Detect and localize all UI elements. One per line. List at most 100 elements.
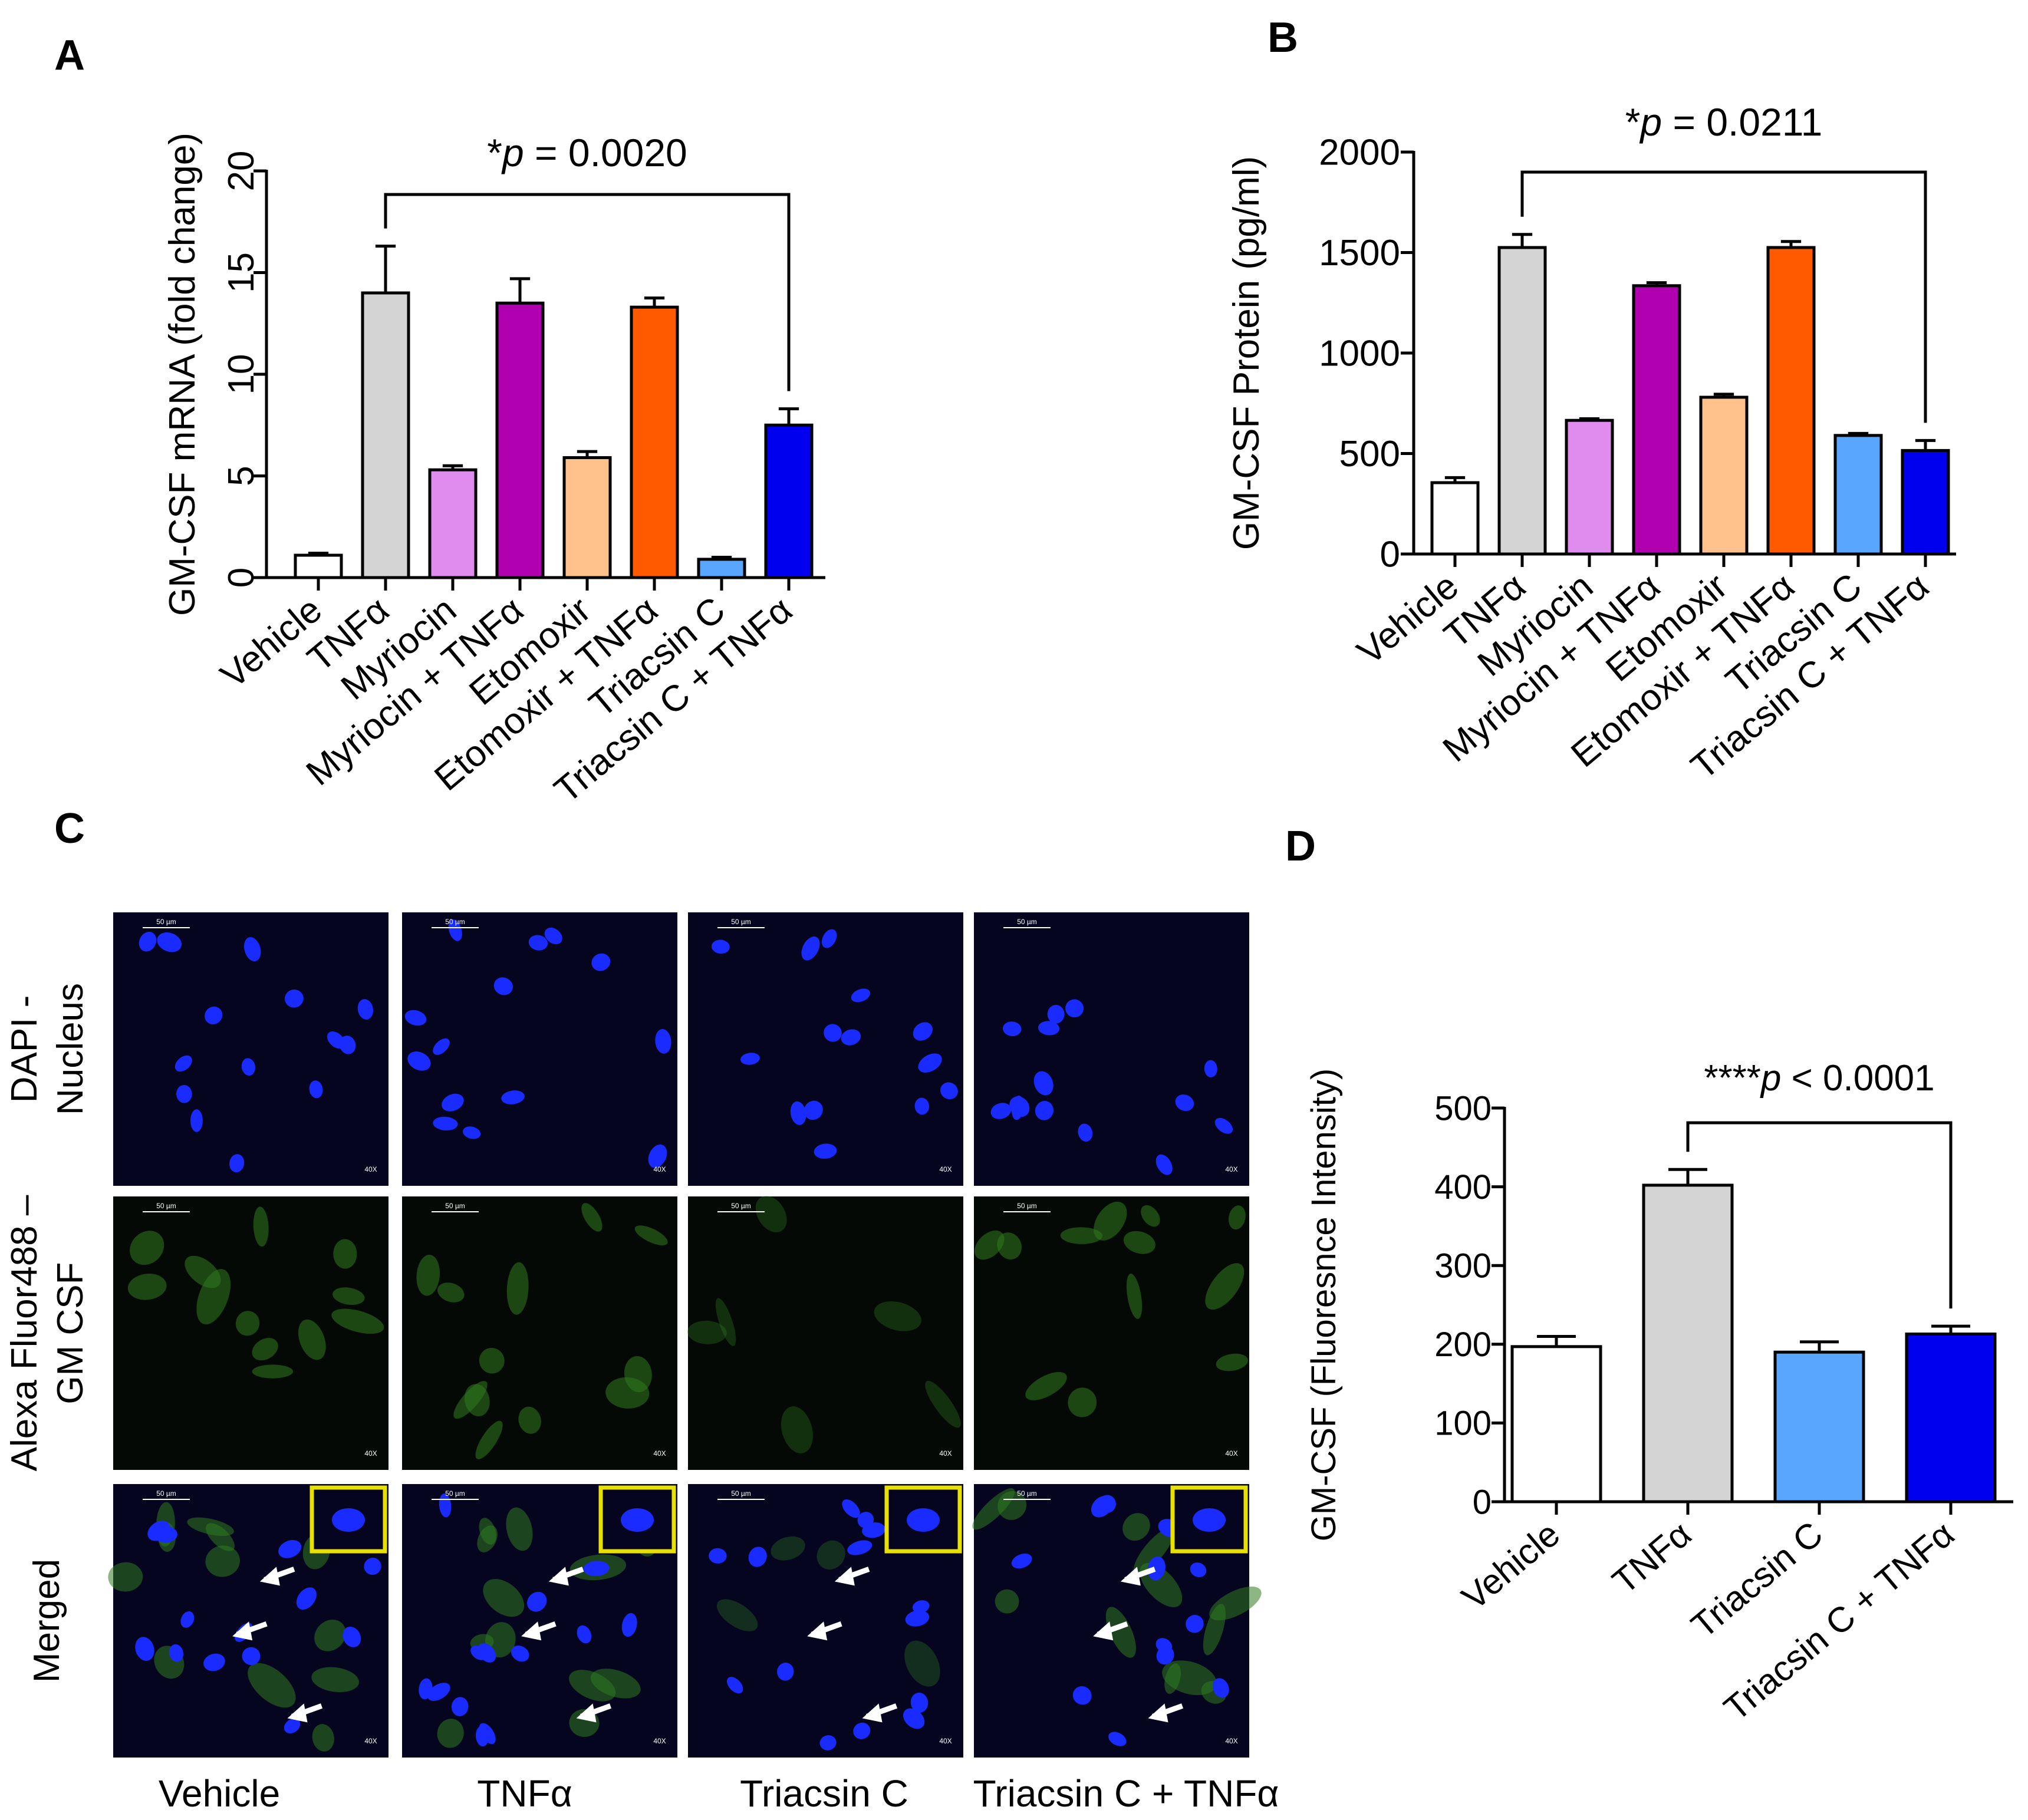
nucleus [1204, 1060, 1217, 1077]
nucleus [990, 1103, 1012, 1119]
nucleus [1072, 1686, 1092, 1705]
cytoplasm-stain [755, 1196, 787, 1232]
nucleus [851, 988, 871, 1003]
significance-label: *p = 0.0211 [1625, 100, 1823, 144]
nucleus [284, 1718, 301, 1734]
bar [361, 291, 410, 579]
nucleus [493, 977, 513, 995]
nucleus [1065, 999, 1084, 1018]
nucleus [364, 1558, 381, 1575]
nucleus [903, 1708, 925, 1729]
significance-bracket [1686, 1121, 1953, 1309]
magnification-label: 40X [653, 1449, 666, 1458]
cytoplasm-stain [437, 1719, 464, 1748]
nucleus [847, 1540, 873, 1555]
nucleus [278, 1540, 302, 1558]
scale-bar-label: 50 µm [445, 1202, 465, 1210]
nucleus [841, 1029, 861, 1046]
micrograph-row2-col4: 50 µm 40X [974, 1196, 1249, 1470]
inset-nucleus [621, 1508, 654, 1532]
nucleus [1003, 1021, 1022, 1037]
bar [1510, 1345, 1602, 1504]
y-tick-label: 100 [1434, 1404, 1492, 1443]
micrograph-row-label: Nucleus [50, 983, 91, 1115]
nucleus [419, 1678, 433, 1700]
significance-bracket [1520, 170, 1927, 423]
nucleus [427, 1683, 450, 1701]
nucleus [1186, 1615, 1204, 1633]
nucleus [857, 1512, 874, 1528]
cytoplasm-stain [331, 1308, 384, 1334]
cytoplasm-stain [771, 1536, 805, 1561]
nucleus [229, 1154, 245, 1173]
micrograph-row3-col4: 50 µm 40X [972, 1484, 1262, 1758]
cytoplasm-stain [416, 1254, 440, 1296]
inset-box [310, 1485, 387, 1554]
cytoplasm-stain [479, 1347, 505, 1374]
micrograph-background [974, 912, 1249, 1186]
significance-p: p [1639, 100, 1662, 144]
nucleus [451, 1697, 469, 1716]
nucleus [176, 1084, 192, 1103]
significance-p: p [1760, 1058, 1781, 1099]
nucleus [404, 1010, 427, 1026]
magnification-label: 40X [1225, 1449, 1237, 1458]
y-axis-label: GM-CSF mRNA (fold change) [162, 133, 203, 616]
cytoplasm-stain [483, 1579, 525, 1617]
magnification-label: 40X [1225, 1737, 1237, 1745]
micrograph-background [688, 1196, 963, 1470]
bar [1905, 1332, 1997, 1504]
cytoplasm-stain [817, 1540, 845, 1570]
cytoplasm-stain [130, 1231, 164, 1265]
cytoplasm-stain [974, 1230, 1005, 1260]
nucleus [153, 1526, 177, 1543]
nucleus [583, 1561, 610, 1577]
bar [495, 301, 545, 579]
nucleus [1155, 1154, 1173, 1175]
nucleus [190, 1109, 203, 1132]
nucleus [1011, 1553, 1032, 1569]
chart-d: 0 100 200 300 400 500 GM-CSF (Fluoresnce Inten… [1305, 1058, 2013, 1729]
significance-p: p [501, 131, 524, 174]
cytoplasm-stain [235, 1311, 260, 1336]
micrograph-row2-col3: 50 µm 40X [687, 1196, 963, 1470]
scale-bar-label: 50 µm [1017, 1489, 1037, 1498]
nucleus [157, 932, 182, 952]
magnification-label: 40X [364, 1737, 377, 1745]
bar [1632, 284, 1681, 556]
x-tick-label: Vehicle [1454, 1514, 1567, 1618]
cytoplasm-stain [1205, 1263, 1245, 1310]
arrow-head [548, 1567, 569, 1586]
y-tick-label: 400 [1434, 1168, 1492, 1206]
nucleus [655, 1028, 671, 1054]
nucleus [819, 1735, 837, 1750]
cytoplasm-stain [127, 1274, 167, 1300]
nucleus [528, 935, 548, 951]
nucleus [243, 937, 261, 962]
cytoplasm-stain [581, 1203, 603, 1232]
nucleus [577, 1625, 592, 1644]
magnification-label: 40X [364, 1165, 377, 1173]
micrograph-row-label: GM CSF [50, 1262, 91, 1404]
scale-bar-label: 50 µm [731, 918, 751, 926]
cytoplasm-stain [1216, 1353, 1248, 1371]
nucleus [801, 936, 820, 961]
nucleus [242, 1647, 261, 1666]
y-tick-label: 0 [1380, 535, 1400, 575]
nucleus [1175, 1094, 1194, 1112]
nucleus [1190, 1562, 1207, 1578]
nucleus [1155, 1638, 1173, 1653]
micrograph-row2-col2: 50 µm 40X [402, 1196, 677, 1470]
nucleus [790, 1101, 806, 1125]
nucleus [711, 939, 730, 954]
cytoplasm-stain [925, 1380, 961, 1428]
panel-label-d: D [1285, 823, 1316, 870]
cytoplasm-stain [995, 1589, 1019, 1614]
nucleus [357, 999, 374, 1020]
nucleus [475, 1726, 489, 1747]
cytoplasm-stain [108, 1562, 143, 1592]
significance-label: ****p < 0.0001 [1704, 1058, 1934, 1099]
cytoplasm-stain [715, 1298, 736, 1346]
cytoplasm-stain [716, 1599, 758, 1631]
nucleus [527, 1591, 547, 1612]
